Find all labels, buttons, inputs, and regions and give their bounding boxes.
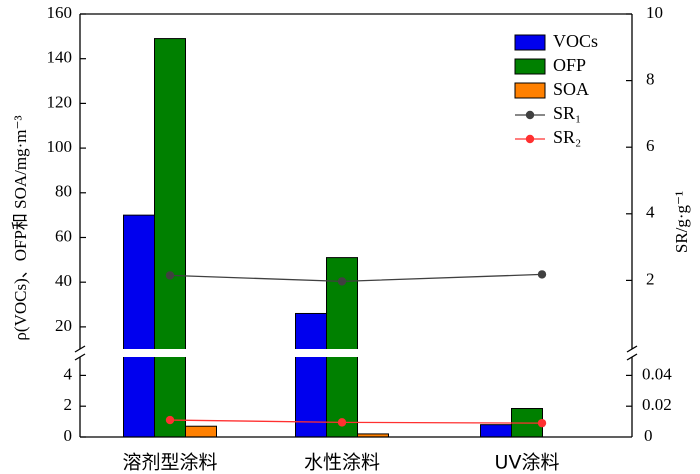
legend-marker-sr1 xyxy=(525,110,535,120)
left-lower-tick-label-2: 2 xyxy=(64,395,73,414)
break-mark-0-b xyxy=(74,353,86,361)
left-lower-tick-label-0: 0 xyxy=(64,426,73,445)
break-mark-1-b xyxy=(626,353,638,361)
break-mark-1-a xyxy=(626,345,638,353)
legend-marker-sr2 xyxy=(525,134,535,144)
bar-vocs-1 xyxy=(295,312,327,438)
lines-group xyxy=(165,270,547,428)
legend-swatch-vocs xyxy=(514,34,546,51)
y-axis-title-right: SR/g·g⁻¹ xyxy=(672,191,691,253)
point-sr1-2 xyxy=(537,270,547,279)
right-lower-tick-label-0.04: 0.04 xyxy=(642,364,672,383)
legend-label-soa: SOA xyxy=(553,79,589,99)
left-tick-label-40: 40 xyxy=(55,271,72,290)
category-label-0: 溶剂型涂料 xyxy=(122,452,217,474)
left-tick-label-100: 100 xyxy=(47,137,73,156)
bars-group xyxy=(81,38,631,438)
point-sr2-0 xyxy=(165,415,175,425)
legend-label-sr2: SR₂ xyxy=(553,127,581,147)
ticks-group: 20 40 60 80 100 120 140 160 0 2 4 2 4 6 8 10 0.02 0.04 0 xyxy=(47,3,673,445)
y-axis-title-left: ρ(VOCs)、OFP和 SOA/mg·m⁻³ xyxy=(11,115,30,340)
bar-vocs-2 xyxy=(480,424,512,438)
right-tick-label-10: 10 xyxy=(646,3,663,22)
legend-swatch-ofp xyxy=(514,58,546,75)
category-label-2: UV涂料 xyxy=(495,452,560,474)
bar-soa-0 xyxy=(185,425,217,438)
point-sr2-1 xyxy=(337,418,347,427)
left-tick-label-120: 120 xyxy=(47,92,73,111)
labels-group: 溶剂型涂料 水性涂料 UV涂料 ρ(VOCs)、OFP和 SOA/mg·m⁻³ SR/g… xyxy=(11,115,691,473)
point-sr1-1 xyxy=(337,277,347,286)
legend-label-sr1: SR₁ xyxy=(553,103,581,123)
left-tick-label-160: 160 xyxy=(47,3,73,22)
category-label-1: 水性涂料 xyxy=(304,452,380,474)
point-sr1-0 xyxy=(165,271,175,280)
left-tick-label-80: 80 xyxy=(55,182,72,201)
right-tick-label-4: 4 xyxy=(646,203,655,222)
right-tick-label-6: 6 xyxy=(646,136,655,155)
right-lower-tick-label-0.02: 0.02 xyxy=(642,395,672,414)
right-lower-tick-label-0: 0 xyxy=(644,426,653,445)
legend-label-ofp: OFP xyxy=(553,55,586,75)
right-tick-label-8: 8 xyxy=(646,70,655,89)
frame-group xyxy=(74,13,638,438)
right-tick-label-2: 2 xyxy=(646,269,655,288)
legend: VOCs OFP SOA SR₁ SR₂ xyxy=(514,31,598,147)
break-mark-0-a xyxy=(74,345,86,353)
legend-label-vocs: VOCs xyxy=(553,31,598,51)
bar-ofp-1 xyxy=(326,257,358,438)
bar-vocs-0 xyxy=(123,214,155,438)
left-tick-label-60: 60 xyxy=(55,226,72,245)
left-tick-label-140: 140 xyxy=(47,48,73,67)
legend-swatch-soa xyxy=(514,82,546,99)
left-lower-tick-label-4: 4 xyxy=(64,364,73,383)
point-sr2-2 xyxy=(537,418,547,428)
bar-ofp-0 xyxy=(154,38,186,438)
axis-break-band xyxy=(81,349,631,357)
left-tick-label-20: 20 xyxy=(55,316,72,335)
